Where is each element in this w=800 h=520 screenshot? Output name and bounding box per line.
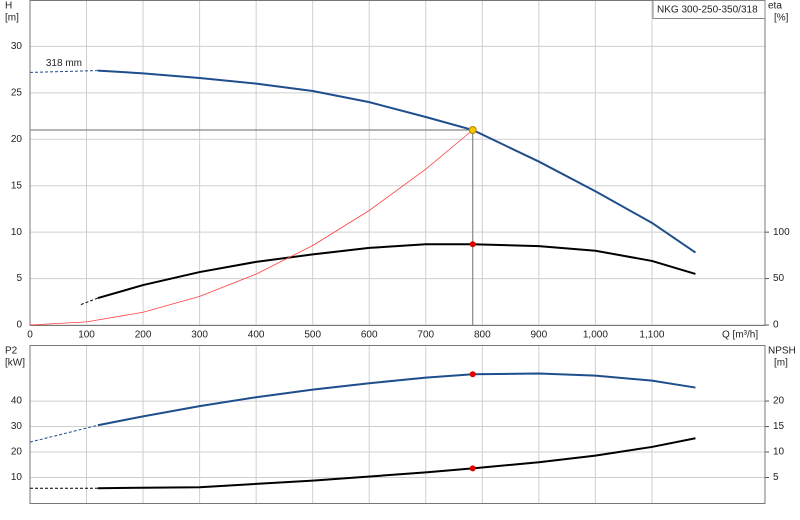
x-tick-label: 100	[78, 330, 95, 341]
y2-tick-label: 15	[773, 421, 785, 432]
curve-extension	[80, 297, 99, 306]
curve-extension	[29, 424, 98, 443]
y2-axis-label: [%]	[774, 13, 789, 24]
plot-frame	[29, 0, 766, 326]
x-tick-label: 700	[417, 330, 434, 341]
marker	[469, 465, 476, 472]
y2-axis-label: [m]	[774, 358, 788, 369]
operating-point	[468, 126, 477, 134]
x-tick-label: 900	[531, 330, 548, 341]
x-axis-label: Q [m³/h]	[722, 330, 758, 341]
y2-tick-label: 20	[773, 396, 785, 407]
annotation: 318 mm	[46, 58, 82, 69]
x-tick-label: 1,100	[639, 330, 664, 341]
x-tick-label: 1,000	[583, 330, 608, 341]
x-tick-label: 600	[361, 330, 378, 341]
y-axis-label: H	[5, 1, 12, 12]
x-tick-label: 300	[191, 330, 208, 341]
y-tick-label: 30	[11, 421, 23, 432]
y-tick-label: 30	[11, 41, 23, 52]
y2-axis-label: eta	[768, 1, 782, 12]
y-tick-label: 15	[11, 180, 23, 191]
y2-tick-label: 50	[773, 273, 785, 284]
chart-title: NKG 300-250-350/318	[657, 5, 758, 16]
y2-axis-label: NPSH	[768, 346, 796, 357]
x-tick-label: 500	[304, 330, 321, 341]
y-tick-label: 20	[11, 447, 23, 458]
y-axis-label: P2	[5, 346, 18, 357]
y-tick-label: 5	[16, 273, 22, 284]
y-tick-label: 40	[11, 396, 23, 407]
y-axis-label: [m]	[5, 13, 19, 24]
x-tick-label: 400	[248, 330, 265, 341]
x-tick-label: 800	[474, 330, 491, 341]
y-tick-label: 20	[11, 134, 23, 145]
marker	[469, 241, 476, 248]
y-tick-label: 10	[11, 472, 23, 483]
y-tick-label: 0	[16, 320, 22, 331]
x-tick-label: 200	[135, 330, 152, 341]
y2-tick-label: 0	[773, 320, 779, 331]
y2-tick-label: 5	[773, 472, 779, 483]
y2-tick-label: 100	[773, 227, 790, 238]
title-box	[652, 0, 766, 19]
marker	[469, 371, 476, 378]
curve	[97, 243, 696, 300]
curve	[29, 129, 473, 326]
y-tick-label: 25	[11, 87, 23, 98]
plot-frame	[29, 345, 766, 504]
curve	[97, 372, 696, 427]
x-tick-label: 0	[27, 330, 33, 341]
y-tick-label: 10	[11, 227, 23, 238]
y-axis-label: [kW]	[5, 358, 25, 369]
curve-extension	[29, 70, 98, 73]
y2-tick-label: 10	[773, 447, 785, 458]
curve	[97, 69, 697, 254]
